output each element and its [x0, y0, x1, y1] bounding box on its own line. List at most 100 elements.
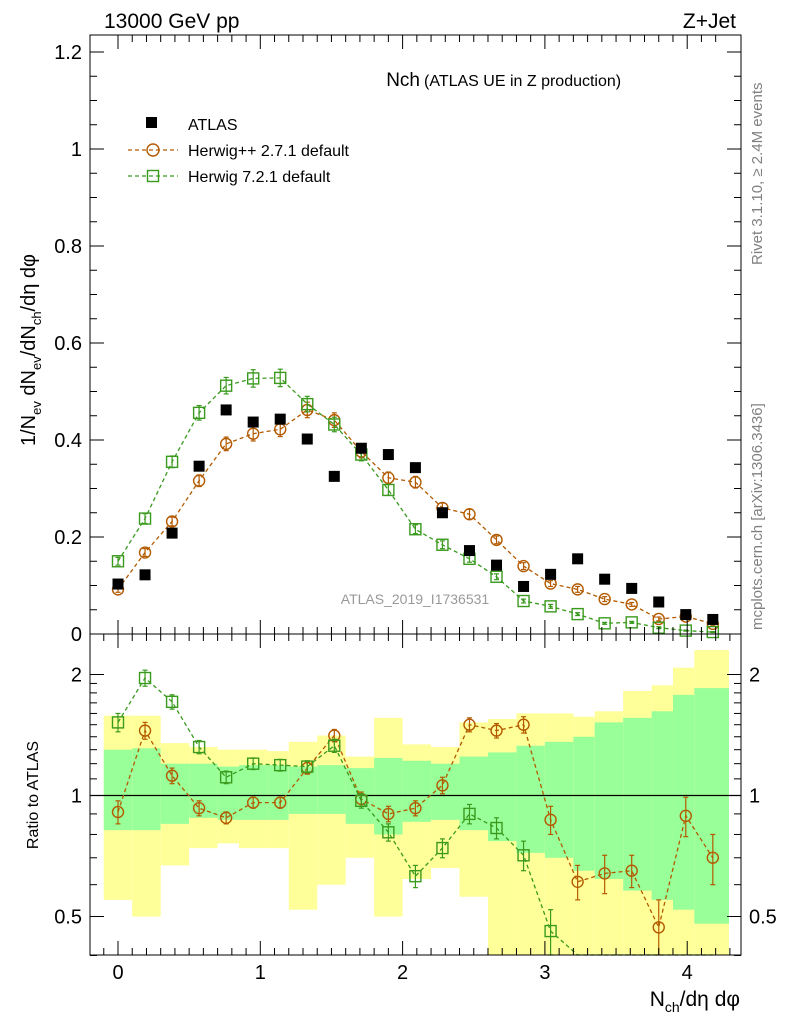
- x-tick-label: 1: [255, 962, 266, 984]
- herwig7-point: [111, 555, 125, 568]
- legend-atlas-marker: [146, 117, 157, 128]
- legend-atlas-label: ATLAS: [188, 117, 238, 134]
- herwigpp-point: [463, 508, 476, 521]
- y-tick-label: 0: [71, 624, 82, 646]
- atlas-point: [599, 573, 611, 585]
- herwigpp-point: [517, 559, 530, 573]
- herwig7-point: [165, 455, 179, 469]
- atlas-point: [193, 460, 205, 472]
- y-tick-label: 0.4: [54, 430, 82, 452]
- ratio-herwig7-point: [301, 760, 314, 773]
- atlas-point: [626, 582, 638, 594]
- atlas-point: [274, 413, 286, 425]
- legend-herwigpp-label: Herwig++ 2.7.1 default: [188, 143, 350, 160]
- ratio-herwig7-point: [328, 739, 341, 752]
- herwig7-point: [382, 483, 395, 497]
- atlas-point: [491, 559, 503, 571]
- herwigpp-point: [490, 533, 503, 547]
- atlas-point: [463, 545, 475, 557]
- ratio-herwig7-point: [544, 924, 557, 938]
- ratio-herwigpp-point: [706, 851, 720, 864]
- ratio-herwig7-point: [463, 807, 476, 821]
- atlas-point: [707, 613, 719, 625]
- herwig7-point: [436, 538, 449, 551]
- atlas-point: [680, 609, 692, 621]
- uncertainty-band-inner: [317, 765, 346, 814]
- herwig7-point: [246, 372, 260, 385]
- herwigpp-point: [165, 515, 179, 528]
- herwig7-point: [517, 594, 530, 608]
- ratio-herwigpp-point: [436, 779, 449, 792]
- y-tick-label: 1: [71, 139, 82, 161]
- ratio-herwigpp-point: [463, 718, 476, 731]
- herwig7-point: [328, 418, 341, 431]
- rivet-label: Rivet 3.1.10, ≥ 2.4M events: [749, 83, 766, 266]
- uncertainty-band-inner: [160, 763, 190, 824]
- herwig7-point: [544, 600, 557, 613]
- uncertainty-band-inner: [651, 711, 673, 900]
- herwigpp-point: [192, 474, 206, 487]
- legend-herwigpp-marker: [146, 143, 160, 157]
- ratio-herwigpp-point: [382, 807, 395, 821]
- ratio-y-tick-label-right: 2: [749, 664, 760, 686]
- x-axis-label: Nch/dη dφ: [650, 988, 740, 1015]
- herwig7-point: [192, 406, 206, 420]
- ratio-herwig7-point: [219, 771, 233, 784]
- process-label: Z+Jet: [683, 10, 736, 33]
- atlas-point: [572, 553, 584, 565]
- atlas-point: [409, 462, 421, 474]
- ratio-herwig7-point: [517, 849, 530, 862]
- ratio-y-axis-label: Ratio to ATLAS: [25, 741, 42, 849]
- ratio-herwigpp-point: [192, 801, 206, 815]
- uncertainty-band-inner: [238, 765, 268, 820]
- ratio-herwigpp-point: [679, 809, 692, 823]
- ratio-herwigpp-line: [117, 723, 714, 930]
- ratio-herwigpp-point: [571, 875, 584, 888]
- herwig7-point: [138, 512, 152, 525]
- herwigpp-point: [598, 592, 611, 606]
- ratio-y-tick-label: 2: [71, 664, 82, 686]
- uncertainty-band-inner: [672, 694, 695, 910]
- herwigpp-point: [382, 471, 395, 485]
- ratio-herwigpp-point: [165, 769, 179, 782]
- herwig7-point: [301, 397, 314, 411]
- uncertainty-band-inner: [132, 748, 161, 831]
- x-tick-label: 0: [112, 962, 123, 984]
- ratio-herwigpp-point: [490, 724, 503, 737]
- ratio-herwig7-point: [165, 695, 179, 709]
- herwig7-point: [706, 625, 720, 639]
- chart-title: Nch: [386, 70, 420, 91]
- uncertainty-band-inner: [573, 736, 595, 871]
- herwig7-point: [625, 616, 638, 629]
- ratio-herwig7-point: [382, 826, 395, 839]
- ratio-herwig7-point: [436, 841, 449, 855]
- legend-herwig7-marker: [146, 169, 160, 183]
- herwig7-point: [490, 570, 503, 583]
- ratio-herwigpp-point: [274, 796, 287, 809]
- herwigpp-point: [571, 583, 584, 596]
- ratio-herwig7-point: [409, 869, 422, 883]
- main-y-axis-label: 1/Nev dNev/dNch/dη dφ: [18, 254, 44, 446]
- atlas-point: [653, 596, 665, 608]
- y-tick-label: 0.2: [54, 527, 82, 549]
- herwigpp-point: [219, 437, 233, 451]
- ratio-herwigpp-point: [544, 813, 557, 827]
- herwig7-point: [274, 371, 287, 385]
- herwig7-point: [571, 607, 584, 621]
- atlas-point: [382, 449, 394, 461]
- atlas-point: [220, 404, 232, 416]
- herwig7-point: [598, 617, 611, 630]
- uncertainty-band-inner: [374, 757, 403, 835]
- ratio-herwig7-point: [192, 740, 206, 754]
- uncertainty-band-inner: [217, 766, 239, 820]
- atlas-point: [545, 568, 557, 580]
- herwig7-point: [219, 379, 233, 392]
- x-tick-label: 3: [539, 962, 550, 984]
- ratio-y-tick-label: 1: [71, 786, 82, 808]
- x-tick-label: 2: [397, 962, 408, 984]
- y-tick-label: 1.2: [54, 42, 82, 64]
- uncertainty-band-inner: [402, 760, 432, 822]
- chart-subtitle: (ATLAS UE in Z production): [424, 73, 621, 90]
- ratio-herwig7-point: [355, 794, 368, 808]
